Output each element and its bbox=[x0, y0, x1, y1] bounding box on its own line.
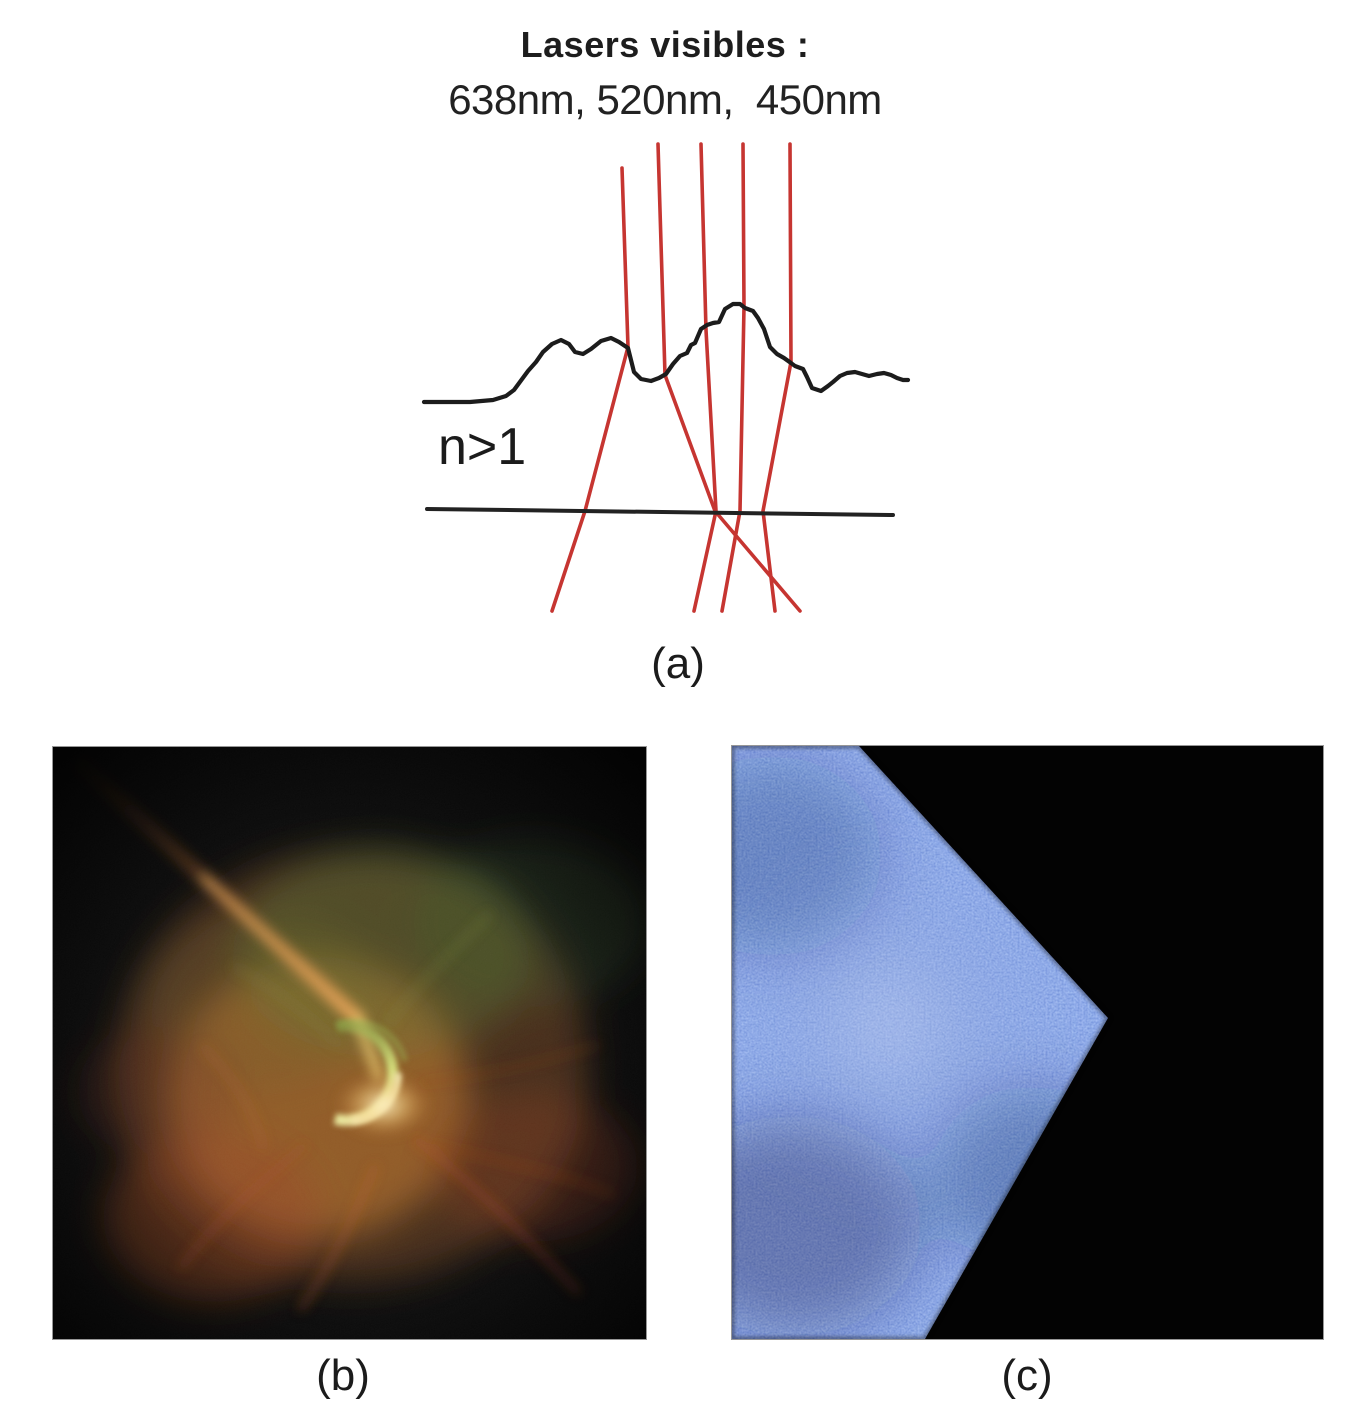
caustic-image bbox=[53, 747, 646, 1339]
rough-surface-line bbox=[421, 301, 911, 405]
speckle-image bbox=[732, 746, 1323, 1339]
panel-a-label: (a) bbox=[651, 639, 705, 688]
laser-ray-1 bbox=[550, 166, 630, 613]
photo-caustics bbox=[52, 746, 647, 1340]
refractive-index-label: n>1 bbox=[438, 418, 527, 476]
laser-ray-3 bbox=[692, 142, 718, 613]
laser-ray-2 bbox=[656, 142, 802, 613]
panel-c-label: (c) bbox=[1001, 1351, 1053, 1400]
panel-b-label: (b) bbox=[316, 1351, 370, 1400]
photo-b-vignette bbox=[53, 747, 646, 1339]
laser-ray-4 bbox=[720, 142, 746, 613]
wavelengths-text: 638nm, 520nm, 450nm bbox=[448, 76, 882, 123]
lasers-heading: Lasers visibles : bbox=[520, 24, 810, 65]
panel-a-heading: Lasers visibles : 638nm, 520nm, 450nm bbox=[340, 24, 990, 124]
refraction-diagram bbox=[421, 142, 911, 613]
speckle-field-edge bbox=[732, 746, 1110, 1339]
bottom-interface-line bbox=[425, 507, 895, 517]
laser-ray-5 bbox=[761, 142, 793, 613]
photo-speckle bbox=[731, 745, 1324, 1340]
